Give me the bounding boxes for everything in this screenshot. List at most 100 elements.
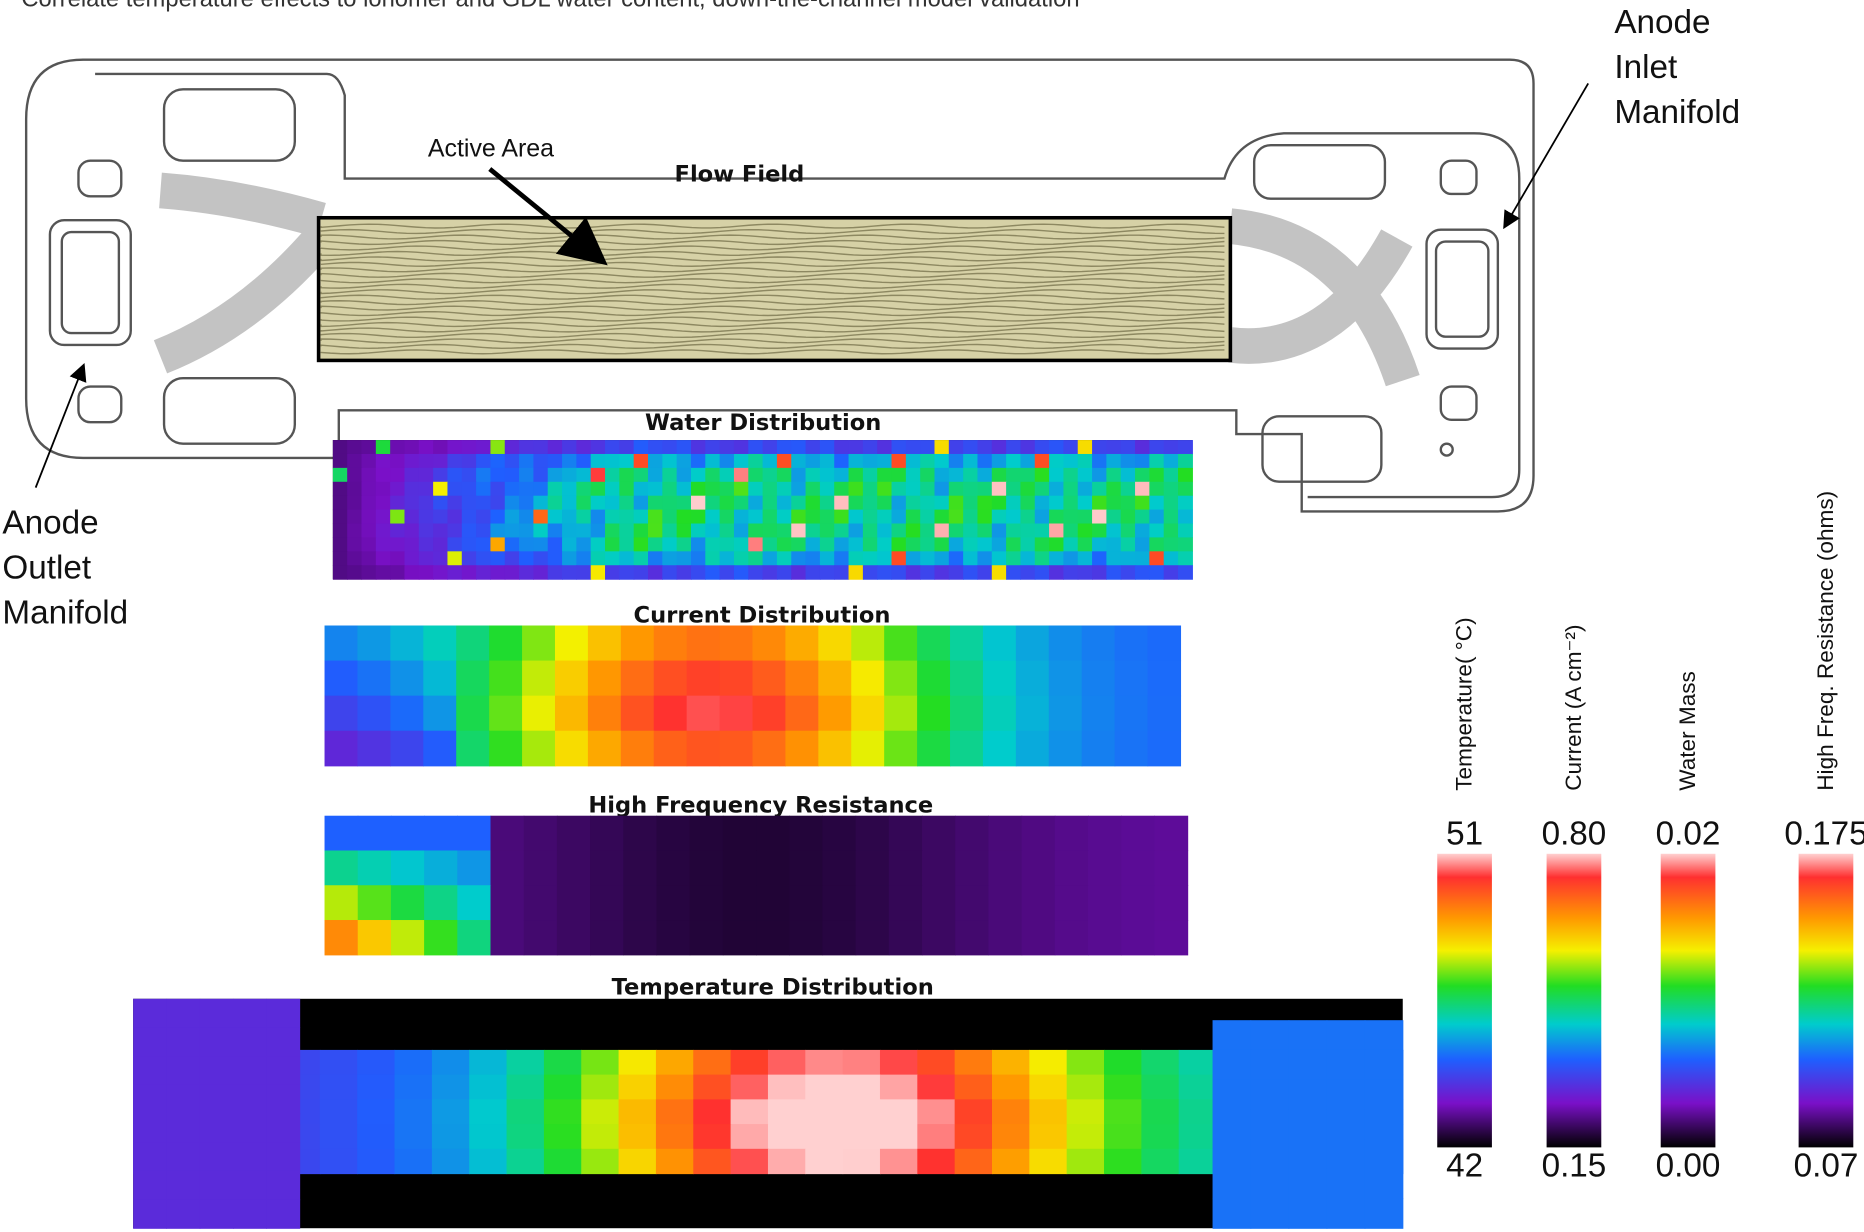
heat-cell xyxy=(1114,730,1149,767)
heat-cell xyxy=(543,1049,582,1076)
heat-cell xyxy=(879,1124,918,1150)
heat-cell xyxy=(543,1074,582,1100)
heat-cell xyxy=(166,1199,201,1229)
heat-cell xyxy=(884,730,918,767)
heat-cell xyxy=(822,815,857,852)
heat-cell xyxy=(851,695,885,732)
heat-cell xyxy=(948,495,964,511)
heat-cell xyxy=(1326,1168,1366,1200)
heat-cell xyxy=(375,481,391,497)
heat-cell xyxy=(1077,565,1093,580)
heat-cell xyxy=(623,920,658,956)
heat-cell xyxy=(404,537,420,552)
heat-cell xyxy=(762,509,778,525)
heat-cell xyxy=(855,815,890,852)
heat-cell xyxy=(1178,509,1193,525)
heat-cell xyxy=(905,440,921,455)
heat-cell xyxy=(166,1084,201,1115)
heat-cell xyxy=(199,1170,234,1201)
heat-cell xyxy=(822,920,857,956)
heat-cell xyxy=(1077,481,1093,497)
heat-cell xyxy=(762,453,778,469)
heat-cell xyxy=(822,850,857,886)
heat-cell xyxy=(199,1084,234,1115)
heat-cell xyxy=(719,509,735,525)
heat-cell xyxy=(547,509,563,525)
heat-cell xyxy=(1178,453,1193,469)
heat-cell xyxy=(390,695,424,732)
channel xyxy=(320,300,1225,306)
channel xyxy=(320,223,1225,229)
heat-cell xyxy=(762,495,778,511)
heat-cell xyxy=(556,850,591,886)
heat-cell xyxy=(404,481,420,497)
heat-cell xyxy=(1212,1168,1252,1200)
heat-cell xyxy=(1081,730,1116,767)
heat-cell xyxy=(1077,537,1093,552)
heat-cell xyxy=(705,509,721,525)
heat-cell xyxy=(834,523,850,539)
heat-cell xyxy=(490,537,506,552)
heat-cell xyxy=(963,467,979,483)
heat-cell xyxy=(934,565,950,580)
heat-cell xyxy=(324,920,359,956)
heat-cell xyxy=(1049,440,1065,455)
heat-cell xyxy=(805,495,821,511)
heat-cell xyxy=(948,509,964,525)
heat-cell xyxy=(476,537,492,552)
heat-cell xyxy=(748,495,764,511)
heat-cell xyxy=(905,523,921,539)
heat-cell xyxy=(554,625,589,662)
heat-cell xyxy=(1006,551,1022,566)
heat-cell xyxy=(917,1148,956,1175)
heat-cell xyxy=(423,695,457,732)
heat-cell xyxy=(504,565,520,580)
heat-cell xyxy=(199,1056,234,1086)
heat-cell xyxy=(879,1148,918,1175)
heat-cell xyxy=(888,815,923,852)
heat-cell xyxy=(982,730,1017,767)
heat-cell xyxy=(1020,481,1036,497)
heat-cell xyxy=(347,537,363,552)
heat-cell xyxy=(375,495,391,511)
heat-cell xyxy=(1034,467,1050,483)
heat-cell xyxy=(1029,1049,1068,1076)
heat-cell xyxy=(819,440,835,455)
heat-cell xyxy=(332,481,348,497)
heat-cell xyxy=(433,565,449,580)
heat-cell xyxy=(404,509,420,525)
heat-cell xyxy=(490,453,506,469)
heat-cell xyxy=(891,523,907,539)
heat-cell xyxy=(324,850,359,886)
heat-cell xyxy=(653,660,688,697)
heat-cell xyxy=(533,467,549,483)
heat-cell xyxy=(576,537,592,552)
heat-cell xyxy=(955,920,990,956)
heat-cell xyxy=(655,1099,694,1125)
heat-cell xyxy=(805,1049,844,1076)
colorbar-max: 51 xyxy=(1446,816,1483,853)
heat-cell xyxy=(457,850,492,886)
heat-cell xyxy=(461,509,477,525)
heat-cell xyxy=(431,1074,470,1100)
heat-cell xyxy=(1178,565,1193,580)
heat-cell xyxy=(233,1142,267,1172)
heat-cell xyxy=(791,440,807,455)
heat-cell xyxy=(977,523,993,539)
heat-cell xyxy=(1063,565,1079,580)
heat-cell xyxy=(1288,1139,1328,1170)
heat-cell xyxy=(733,495,749,511)
heat-cell xyxy=(266,1027,301,1057)
heat-cell xyxy=(733,523,749,539)
heat-cell xyxy=(519,453,534,469)
heat-cell xyxy=(504,453,520,469)
heat-cell xyxy=(977,551,993,566)
heat-cell xyxy=(490,481,506,497)
heat-cell xyxy=(693,1124,732,1150)
heat-cell xyxy=(805,1148,844,1175)
heat-cell xyxy=(1135,481,1150,497)
heat-cell xyxy=(819,467,835,483)
heat-cell xyxy=(705,523,721,539)
heat-cell xyxy=(447,537,463,552)
heat-cell xyxy=(619,509,635,525)
